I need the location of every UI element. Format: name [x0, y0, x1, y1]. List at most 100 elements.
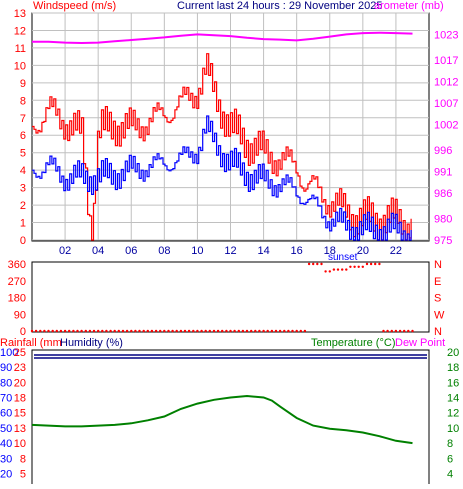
rain-y-tick-label: 10 — [14, 438, 26, 450]
direction-point — [270, 329, 274, 333]
average-wind-line — [32, 115, 412, 241]
direction-point — [357, 265, 360, 268]
wind-y-tick-label: 13 — [14, 8, 26, 20]
direction-point — [63, 329, 67, 333]
direction-point — [283, 329, 286, 333]
wind-y-tick-label: 11 — [15, 43, 26, 55]
direction-point — [407, 329, 410, 333]
x-tick-label: 06 — [125, 245, 137, 257]
barometer-title: arometer (mb) — [374, 0, 444, 12]
rain-y-tick-label: 15 — [14, 408, 26, 420]
direction-point — [307, 262, 311, 266]
barometer-y-tick-label: 1007 — [434, 98, 458, 110]
temperature-y-tick-label: 8 — [447, 438, 453, 450]
direction-point — [411, 329, 414, 333]
direction-point — [208, 329, 211, 333]
direction-point — [159, 329, 162, 333]
direction-point — [154, 329, 158, 333]
direction-point — [30, 329, 34, 333]
direction-point — [105, 329, 108, 333]
sunset-label: sunset — [328, 252, 358, 263]
rain-y-tick-label: 20 — [14, 377, 26, 389]
direction-point — [125, 329, 129, 333]
direction-point — [287, 329, 290, 333]
direction-point — [233, 329, 236, 333]
direction-series — [30, 262, 414, 333]
direction-point — [341, 268, 344, 271]
bottom-panel-frame — [31, 349, 430, 489]
direction-panel-frame — [31, 261, 430, 333]
direction-point — [390, 329, 393, 333]
direction-point — [320, 262, 323, 266]
direction-axes: 0 N 90 W 180 S 270 E 360 N — [8, 259, 445, 338]
temperature-y-tick-label: 6 — [447, 453, 453, 465]
direction-point — [398, 329, 402, 333]
direction-y-tick-label: 180 — [8, 293, 26, 305]
direction-y-tick-label: 360 — [8, 259, 26, 271]
x-tick-label: 10 — [191, 245, 203, 257]
humidity-y-tick-label: 70 — [0, 393, 12, 405]
direction-point — [204, 329, 207, 333]
bottom-series — [31, 354, 427, 445]
direction-point — [332, 268, 336, 271]
humidity-y-tick-label: 40 — [0, 438, 12, 450]
direction-point — [349, 265, 352, 268]
temperature-title: Temperature (°C) — [311, 337, 395, 349]
compass-tick-label: N — [434, 326, 442, 338]
barometer-y-tick-label: 991 — [434, 166, 452, 178]
direction-point — [374, 262, 377, 266]
rain-y-tick-label: 18 — [14, 393, 26, 405]
rain-y-tick-label: 5 — [20, 468, 26, 480]
direction-point — [221, 329, 224, 333]
barometer-y-tick-label: 1017 — [434, 55, 458, 67]
direction-point — [382, 329, 385, 333]
barometer-line — [32, 31, 413, 45]
direction-point — [97, 329, 100, 333]
direction-point — [121, 329, 125, 333]
humidity-y-tick-label: 50 — [0, 423, 12, 435]
x-tick-label: 18 — [324, 245, 336, 257]
wind-y-tick-label: 10 — [14, 60, 26, 72]
direction-point — [183, 329, 187, 333]
rain-y-tick-label: 23 — [14, 362, 26, 374]
direction-point — [134, 329, 137, 333]
rain-y-tick-label: 13 — [14, 423, 26, 435]
direction-point — [328, 270, 331, 273]
direction-point — [84, 329, 88, 333]
humidity-y-tick-label: 60 — [0, 408, 12, 420]
wind-y-tick-label: 12 — [14, 25, 26, 37]
barometer-y-tick-label: 1012 — [434, 77, 458, 89]
direction-point — [316, 262, 319, 266]
direction-y-tick-label: 90 — [14, 309, 26, 321]
temperature-y-tick-label: 12 — [447, 408, 459, 420]
barometer-y-tick-label: 986 — [434, 188, 452, 200]
windspeed-title: Windspeed (m/s) — [33, 0, 116, 12]
direction-point — [212, 329, 216, 333]
direction-point — [278, 329, 282, 333]
x-tick-label: 04 — [92, 245, 104, 257]
x-tick-label: 02 — [59, 245, 71, 257]
wind-y-tick-label: 2 — [20, 200, 26, 212]
direction-point — [295, 329, 298, 333]
direction-point — [167, 329, 170, 333]
direction-point — [138, 329, 141, 333]
direction-point — [299, 329, 302, 333]
temperature-y-tick-label: 18 — [447, 362, 459, 374]
direction-point — [229, 329, 232, 333]
direction-point — [109, 329, 112, 333]
rainfall-title: Rainfall (mm — [0, 337, 62, 349]
wind-y-tick-label: 0 — [20, 235, 26, 247]
direction-point — [291, 329, 294, 333]
direction-point — [241, 329, 245, 333]
direction-point — [80, 329, 83, 333]
direction-point — [175, 329, 178, 333]
direction-point — [369, 262, 373, 266]
direction-point — [72, 329, 75, 333]
direction-point — [142, 329, 145, 333]
compass-tick-label: W — [434, 309, 445, 321]
direction-point — [245, 329, 249, 333]
direction-y-tick-label: 270 — [8, 276, 26, 288]
compass-tick-label: N — [434, 259, 442, 271]
